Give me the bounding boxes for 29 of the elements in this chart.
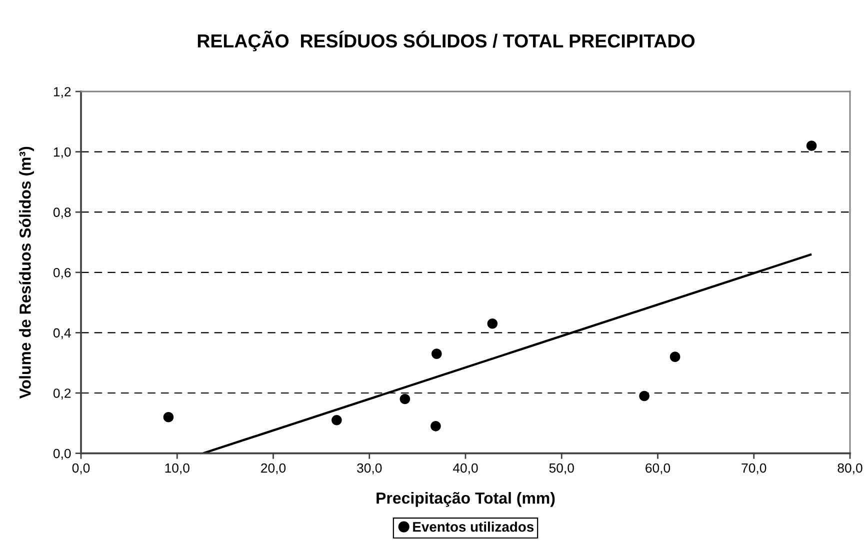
x-tick-label: 70,0: [742, 463, 766, 474]
x-tick-label: 50,0: [549, 463, 574, 474]
y-tick-label: 1,0: [54, 147, 71, 158]
x-tick-label: 80,0: [838, 463, 862, 474]
point: [430, 421, 441, 432]
y-axis-title: Volume de Resíduos Sólidos (m³): [18, 146, 34, 399]
chart-title: RELAÇÃO RESÍDUOS SÓLIDOS / TOTAL PRECIPITADO: [198, 30, 695, 52]
point: [432, 348, 442, 359]
y-tick-label: 0,4: [53, 328, 71, 340]
x-tick-label: 60,0: [646, 463, 670, 474]
y-tick-label: 0,6: [53, 268, 71, 279]
point: [639, 390, 650, 402]
y-tick-label: 0,2: [53, 388, 71, 400]
point: [332, 414, 342, 426]
x-tick-label: 40,0: [452, 463, 478, 474]
x-tick-label: 20,0: [261, 463, 286, 474]
x-tick-label: 30,0: [357, 463, 382, 474]
y-tick-label: 0,8: [53, 208, 71, 219]
point: [806, 140, 817, 151]
point: [670, 352, 680, 362]
x-axis-title: Precipitação Total (mm): [376, 492, 555, 507]
point: [487, 318, 498, 329]
point: [163, 412, 174, 422]
y-tick-label: 0,0: [53, 448, 71, 460]
y-tick-label: 1,2: [54, 87, 71, 98]
x-tick-label: 10,0: [165, 463, 190, 474]
point: [400, 394, 410, 404]
x-tick-label: 0,0: [72, 463, 90, 474]
legend-label: Eventos utilizados: [413, 522, 534, 532]
